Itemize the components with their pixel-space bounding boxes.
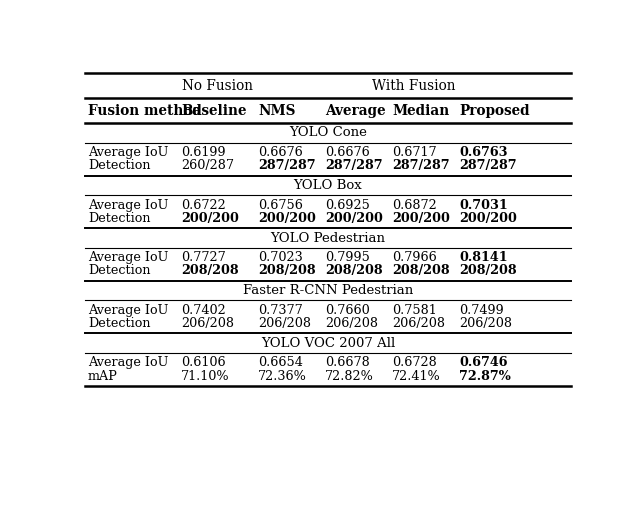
Text: 287/287: 287/287 bbox=[459, 160, 516, 172]
Text: 0.7995: 0.7995 bbox=[325, 251, 370, 264]
Text: Fusion method: Fusion method bbox=[88, 104, 202, 118]
Text: 0.6199: 0.6199 bbox=[181, 146, 226, 159]
Text: 0.6722: 0.6722 bbox=[181, 198, 226, 212]
Text: 72.87%: 72.87% bbox=[459, 370, 511, 383]
Text: 0.8141: 0.8141 bbox=[459, 251, 508, 264]
Text: NMS: NMS bbox=[258, 104, 296, 118]
Text: Average IoU: Average IoU bbox=[88, 198, 168, 212]
Text: 206/208: 206/208 bbox=[258, 317, 311, 330]
Text: 200/200: 200/200 bbox=[459, 212, 517, 225]
Text: Detection: Detection bbox=[88, 265, 150, 277]
Text: Median: Median bbox=[392, 104, 449, 118]
Text: 0.7023: 0.7023 bbox=[258, 251, 303, 264]
Text: 206/208: 206/208 bbox=[325, 317, 378, 330]
Text: 0.6678: 0.6678 bbox=[325, 356, 370, 369]
Text: 0.6676: 0.6676 bbox=[258, 146, 303, 159]
Text: 0.7499: 0.7499 bbox=[459, 304, 504, 317]
Text: 0.6717: 0.6717 bbox=[392, 146, 436, 159]
Text: Average: Average bbox=[325, 104, 386, 118]
Text: mAP: mAP bbox=[88, 370, 118, 383]
Text: Detection: Detection bbox=[88, 160, 150, 172]
Text: 200/200: 200/200 bbox=[325, 212, 383, 225]
Text: YOLO Pedestrian: YOLO Pedestrian bbox=[271, 232, 385, 245]
Text: Average IoU: Average IoU bbox=[88, 146, 168, 159]
Text: Detection: Detection bbox=[88, 212, 150, 225]
Text: 200/200: 200/200 bbox=[392, 212, 450, 225]
Text: 0.6763: 0.6763 bbox=[459, 146, 508, 159]
Text: 200/200: 200/200 bbox=[181, 212, 239, 225]
Text: No Fusion: No Fusion bbox=[182, 79, 253, 92]
Text: 208/208: 208/208 bbox=[181, 265, 239, 277]
Text: Average IoU: Average IoU bbox=[88, 251, 168, 264]
Text: YOLO Box: YOLO Box bbox=[294, 179, 362, 192]
Text: 260/287: 260/287 bbox=[181, 160, 234, 172]
Text: 0.6676: 0.6676 bbox=[325, 146, 370, 159]
Text: 0.7727: 0.7727 bbox=[181, 251, 226, 264]
Text: 0.6106: 0.6106 bbox=[181, 356, 226, 369]
Text: YOLO Cone: YOLO Cone bbox=[289, 127, 367, 140]
Text: 200/200: 200/200 bbox=[258, 212, 316, 225]
Text: Baseline: Baseline bbox=[181, 104, 246, 118]
Text: 206/208: 206/208 bbox=[459, 317, 512, 330]
Text: 0.7966: 0.7966 bbox=[392, 251, 436, 264]
Text: 0.7031: 0.7031 bbox=[459, 198, 508, 212]
Text: 72.36%: 72.36% bbox=[258, 370, 307, 383]
Text: 0.6756: 0.6756 bbox=[258, 198, 303, 212]
Text: Average IoU: Average IoU bbox=[88, 304, 168, 317]
Text: Detection: Detection bbox=[88, 317, 150, 330]
Text: 0.6654: 0.6654 bbox=[258, 356, 303, 369]
Text: 71.10%: 71.10% bbox=[181, 370, 230, 383]
Text: 208/208: 208/208 bbox=[392, 265, 450, 277]
Text: 72.41%: 72.41% bbox=[392, 370, 441, 383]
Text: With Fusion: With Fusion bbox=[372, 79, 455, 92]
Text: 0.6728: 0.6728 bbox=[392, 356, 436, 369]
Text: 208/208: 208/208 bbox=[258, 265, 316, 277]
Text: 208/208: 208/208 bbox=[459, 265, 516, 277]
Text: 0.7377: 0.7377 bbox=[258, 304, 303, 317]
Text: 0.7660: 0.7660 bbox=[325, 304, 370, 317]
Text: 206/208: 206/208 bbox=[181, 317, 234, 330]
Text: Average IoU: Average IoU bbox=[88, 356, 168, 369]
Text: 208/208: 208/208 bbox=[325, 265, 383, 277]
Text: 0.6925: 0.6925 bbox=[325, 198, 370, 212]
Text: 72.82%: 72.82% bbox=[325, 370, 374, 383]
Text: 0.6746: 0.6746 bbox=[459, 356, 508, 369]
Text: Proposed: Proposed bbox=[459, 104, 529, 118]
Text: 0.6872: 0.6872 bbox=[392, 198, 436, 212]
Text: 206/208: 206/208 bbox=[392, 317, 445, 330]
Text: 287/287: 287/287 bbox=[258, 160, 316, 172]
Text: YOLO VOC 2007 All: YOLO VOC 2007 All bbox=[261, 337, 395, 350]
Text: 0.7581: 0.7581 bbox=[392, 304, 436, 317]
Text: 0.7402: 0.7402 bbox=[181, 304, 226, 317]
Text: 287/287: 287/287 bbox=[392, 160, 450, 172]
Text: 287/287: 287/287 bbox=[325, 160, 383, 172]
Text: Faster R-CNN Pedestrian: Faster R-CNN Pedestrian bbox=[243, 284, 413, 297]
